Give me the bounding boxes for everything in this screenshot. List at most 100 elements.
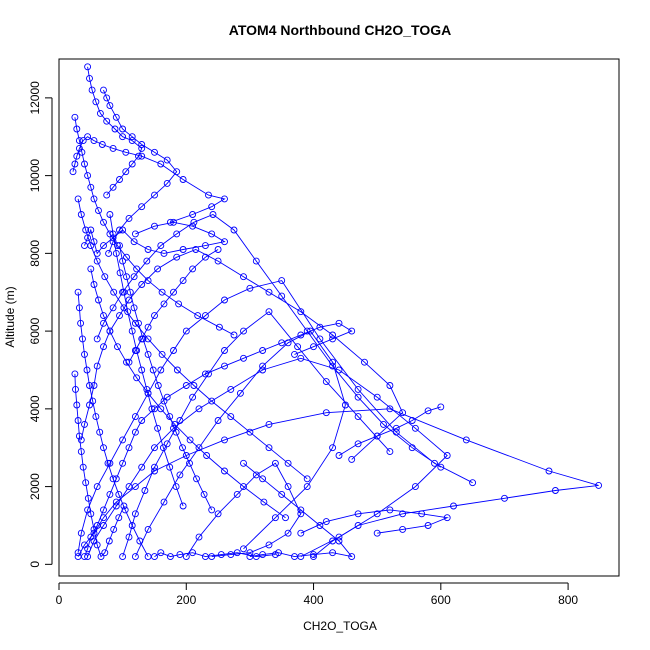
data-point [176, 471, 184, 479]
data-point [208, 397, 216, 405]
data-point [189, 222, 197, 230]
data-point [195, 533, 203, 541]
data-point [119, 436, 127, 444]
data-point [93, 483, 101, 491]
data-point [133, 374, 141, 382]
data-point [138, 335, 146, 343]
y-tick-label: 6000 [28, 317, 42, 344]
data-point [111, 125, 119, 133]
data-point [173, 253, 181, 261]
data-point [128, 133, 136, 141]
data-point [373, 432, 381, 440]
data-point [115, 514, 123, 522]
data-point [151, 312, 158, 320]
data-point [386, 382, 394, 389]
data-point [151, 191, 158, 199]
data-point [545, 467, 553, 475]
data-point [84, 553, 92, 561]
data-point [106, 490, 114, 498]
series-line-4 [122, 311, 391, 557]
data-point [160, 397, 168, 405]
data-point [119, 459, 127, 467]
data-point [109, 475, 117, 483]
data-point [106, 459, 114, 467]
data-point [361, 358, 368, 366]
data-point [116, 269, 124, 277]
data-point [437, 463, 445, 471]
data-point [114, 343, 121, 351]
data-point [310, 343, 317, 351]
data-point [98, 141, 106, 148]
data-point [329, 358, 337, 366]
data-point [157, 242, 165, 250]
data-point [90, 281, 98, 288]
x-tick-label: 800 [558, 593, 578, 607]
data-point [271, 459, 279, 467]
data-point [179, 246, 187, 253]
data-point [172, 483, 180, 491]
data-point [179, 176, 187, 183]
data-point [354, 440, 362, 448]
data-point [284, 529, 292, 537]
data-point [329, 331, 337, 339]
data-point [160, 498, 168, 506]
data-point [133, 265, 141, 273]
data-point [105, 537, 113, 545]
data-point [125, 358, 133, 366]
data-point [143, 385, 151, 393]
data-point [93, 257, 101, 265]
data-point [265, 541, 273, 549]
data-point [81, 350, 88, 358]
data-point [282, 514, 289, 522]
data-point [240, 354, 247, 362]
data-point [230, 331, 238, 339]
data-point [74, 549, 82, 557]
data-point [316, 335, 324, 343]
data-point [131, 347, 139, 354]
data-point [138, 417, 146, 424]
data-point [93, 335, 101, 343]
series-line-15 [90, 268, 286, 519]
data-point [144, 246, 152, 253]
data-point [77, 319, 85, 327]
x-axis-label: CH2O_TOGA [303, 619, 377, 633]
data-point [265, 288, 273, 296]
data-point [411, 483, 419, 491]
data-point [348, 327, 356, 335]
data-point [89, 397, 97, 405]
data-point [240, 545, 247, 553]
series-line-8 [96, 213, 442, 468]
data-point [71, 160, 79, 168]
data-point [386, 448, 394, 456]
data-point [121, 506, 129, 514]
data-point [116, 176, 123, 183]
data-point [182, 327, 190, 335]
data-point [141, 487, 149, 494]
data-point [182, 382, 190, 389]
data-point [87, 265, 95, 273]
data-point [284, 483, 292, 491]
data-point [74, 288, 82, 296]
data-point [138, 141, 146, 148]
data-point [112, 113, 120, 121]
data-point [130, 273, 138, 281]
data-point [90, 525, 98, 533]
data-point [109, 183, 117, 191]
data-point [157, 549, 165, 557]
data-point [329, 362, 337, 370]
series-line-13 [103, 89, 178, 254]
data-point [125, 214, 133, 222]
data-point [189, 211, 197, 218]
data-point [106, 102, 114, 110]
data-point [151, 222, 158, 230]
data-point [100, 506, 107, 514]
data-point [214, 417, 222, 424]
data-point [112, 498, 120, 506]
data-point [116, 242, 123, 250]
data-point [87, 183, 95, 191]
data-point [399, 525, 407, 533]
data-point [119, 226, 127, 234]
data-point [92, 413, 100, 421]
data-point [252, 471, 260, 479]
data-point [179, 277, 187, 285]
